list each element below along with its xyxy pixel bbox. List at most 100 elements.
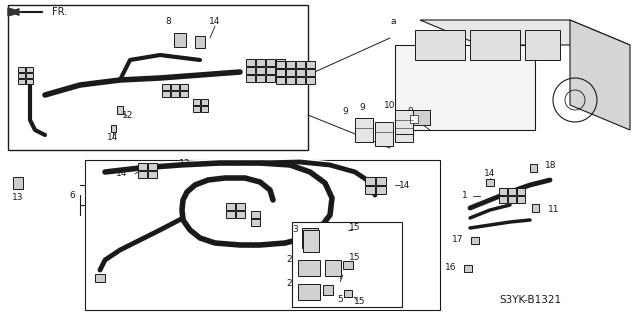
- Text: S3YK-B1321: S3YK-B1321: [499, 295, 561, 305]
- Bar: [415, 30, 465, 60]
- Text: 16: 16: [445, 263, 456, 272]
- Bar: [250, 219, 259, 226]
- Bar: [470, 30, 520, 60]
- Bar: [255, 66, 264, 73]
- Bar: [275, 75, 285, 81]
- Bar: [343, 261, 353, 269]
- Bar: [147, 170, 157, 177]
- Bar: [200, 99, 207, 105]
- Bar: [471, 236, 479, 243]
- Bar: [266, 58, 275, 65]
- Text: FR.: FR.: [52, 7, 67, 17]
- Bar: [365, 176, 374, 184]
- Bar: [508, 196, 516, 203]
- Bar: [174, 33, 186, 47]
- Text: 14: 14: [108, 133, 118, 143]
- Bar: [302, 228, 318, 248]
- Bar: [225, 203, 234, 210]
- Bar: [95, 274, 105, 282]
- Bar: [499, 196, 507, 203]
- Bar: [180, 84, 188, 90]
- Bar: [285, 69, 294, 76]
- Text: 9: 9: [359, 103, 365, 113]
- Bar: [395, 45, 535, 130]
- Bar: [275, 66, 285, 73]
- Bar: [275, 69, 285, 76]
- Text: 17: 17: [451, 235, 463, 244]
- Bar: [296, 69, 305, 76]
- Bar: [323, 285, 333, 295]
- Bar: [138, 170, 147, 177]
- Polygon shape: [420, 20, 630, 45]
- Text: 14: 14: [209, 18, 221, 26]
- Bar: [344, 290, 352, 296]
- Bar: [464, 264, 472, 271]
- Text: 13: 13: [179, 159, 191, 167]
- Text: 15: 15: [349, 224, 361, 233]
- Bar: [17, 72, 24, 78]
- Bar: [296, 61, 305, 68]
- Bar: [305, 77, 314, 84]
- Bar: [296, 77, 305, 84]
- Bar: [292, 222, 402, 307]
- Text: 8: 8: [165, 18, 171, 26]
- Bar: [486, 179, 494, 186]
- Text: 5: 5: [337, 295, 343, 305]
- Bar: [13, 177, 23, 189]
- Text: 1: 1: [462, 191, 468, 201]
- Bar: [410, 115, 418, 123]
- Text: 18: 18: [545, 160, 557, 169]
- Bar: [200, 106, 207, 112]
- Text: 2: 2: [286, 256, 292, 264]
- Bar: [195, 36, 205, 48]
- Bar: [525, 30, 560, 60]
- Bar: [26, 66, 33, 71]
- Text: 15: 15: [355, 298, 365, 307]
- Text: 13: 13: [12, 194, 24, 203]
- Text: 14: 14: [484, 169, 496, 179]
- Bar: [147, 162, 157, 169]
- Polygon shape: [570, 20, 630, 130]
- Bar: [376, 176, 385, 184]
- Bar: [255, 75, 264, 81]
- Bar: [8, 5, 308, 150]
- Bar: [325, 260, 341, 276]
- Text: 10: 10: [384, 100, 396, 109]
- Bar: [365, 186, 374, 194]
- Bar: [395, 118, 413, 142]
- Text: 14: 14: [116, 169, 128, 179]
- Text: 12: 12: [122, 112, 134, 121]
- Polygon shape: [8, 8, 22, 16]
- Bar: [285, 61, 294, 68]
- Bar: [303, 230, 319, 252]
- Text: 2: 2: [286, 279, 292, 288]
- Text: 9: 9: [342, 108, 348, 116]
- Text: 9: 9: [407, 108, 413, 116]
- Bar: [275, 61, 285, 68]
- Bar: [85, 160, 440, 310]
- Bar: [17, 78, 24, 84]
- Text: 6: 6: [69, 190, 75, 199]
- Bar: [499, 188, 507, 195]
- Bar: [171, 91, 179, 97]
- Bar: [305, 69, 314, 76]
- Bar: [298, 284, 320, 300]
- Bar: [266, 66, 275, 73]
- Bar: [180, 91, 188, 97]
- Bar: [517, 188, 525, 195]
- Bar: [117, 106, 123, 114]
- Bar: [236, 203, 244, 210]
- Bar: [531, 204, 538, 212]
- Text: a: a: [390, 18, 396, 26]
- Bar: [395, 110, 413, 134]
- Bar: [255, 58, 264, 65]
- Bar: [246, 66, 255, 73]
- Bar: [305, 61, 314, 68]
- Bar: [26, 72, 33, 78]
- Text: 11: 11: [548, 205, 559, 214]
- Bar: [405, 110, 430, 125]
- Bar: [375, 122, 393, 146]
- Text: 3: 3: [292, 226, 298, 234]
- Bar: [508, 188, 516, 195]
- Text: 14: 14: [399, 181, 411, 189]
